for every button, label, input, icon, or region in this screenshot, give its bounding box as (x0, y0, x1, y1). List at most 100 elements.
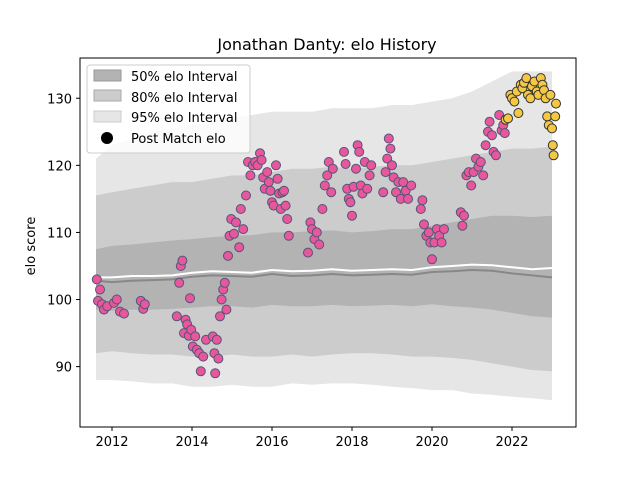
data-point (210, 368, 221, 379)
data-point (265, 185, 276, 196)
data-point (263, 177, 274, 188)
data-point (234, 242, 245, 253)
data-point (466, 180, 477, 191)
data-point-recent (547, 140, 558, 151)
data-point (241, 190, 251, 201)
data-point (282, 214, 293, 224)
data-point-recent (550, 111, 561, 122)
x-tick-label: 2014 (175, 435, 208, 450)
chart-title: Jonathan Danty: elo History (216, 35, 436, 54)
y-tick-label: 100 (47, 294, 72, 309)
data-point (198, 351, 209, 362)
legend-label-95: 95% elo Interval (131, 111, 238, 126)
x-tick-label: 2016 (255, 435, 288, 450)
data-point (245, 170, 256, 181)
x-tick-label: 2020 (415, 435, 448, 450)
data-point (91, 274, 102, 285)
legend-swatch-50 (93, 69, 122, 82)
data-point (231, 217, 241, 228)
data-point (271, 160, 281, 171)
data-point (378, 187, 389, 198)
legend-swatch-80 (93, 89, 122, 102)
y-tick-label: 130 (47, 92, 72, 107)
x-tick-label: 2022 (495, 435, 528, 450)
interval-bands (96, 71, 552, 401)
legend: 50% elo Interval 80% elo Interval 95% el… (86, 64, 251, 154)
legend-label-80: 80% elo Interval (131, 91, 238, 106)
data-point (339, 146, 349, 157)
data-point (380, 167, 391, 178)
data-point (391, 187, 401, 198)
data-point (219, 277, 230, 288)
data-point (327, 163, 338, 174)
data-point-recent (547, 123, 557, 134)
data-point-recent (509, 96, 520, 107)
y-tick-label: 110 (47, 226, 72, 241)
data-point (95, 284, 105, 295)
data-point (403, 193, 413, 204)
data-point (385, 143, 396, 154)
data-point (417, 195, 428, 206)
mean-line (96, 263, 553, 279)
data-point (382, 153, 393, 164)
data-point (177, 255, 188, 266)
data-point (427, 254, 437, 265)
data-point (419, 219, 429, 230)
data-point (436, 237, 447, 248)
y-tick-label: 90 (55, 361, 72, 376)
data-point (345, 197, 356, 208)
data-point (366, 160, 377, 171)
y-axis-label: elo score (24, 217, 39, 276)
data-point (262, 167, 273, 178)
y-tick-label: 120 (47, 159, 72, 174)
data-point (387, 160, 397, 171)
data-point (459, 210, 469, 221)
y-axis-ticks: 90 100 110 120 130 (47, 92, 80, 376)
data-point (213, 353, 224, 364)
data-point (303, 247, 313, 258)
legend-label-50: 50% elo Interval (131, 70, 238, 85)
data-point (174, 277, 185, 288)
data-point (354, 146, 365, 157)
data-point (256, 155, 267, 165)
data-point (139, 299, 150, 310)
data-point (195, 366, 206, 377)
data-point (491, 150, 501, 161)
legend-label-point: Post Match elo (131, 132, 226, 147)
x-tick-label: 2018 (335, 435, 368, 450)
legend-swatch-95 (93, 110, 122, 123)
data-point (326, 187, 337, 198)
data-point (406, 180, 417, 191)
median-line (95, 268, 553, 284)
data-point (235, 204, 246, 214)
data-point (238, 224, 249, 235)
data-point-recent (513, 108, 524, 118)
data-point (314, 239, 325, 250)
data-point (111, 294, 122, 305)
data-point (383, 133, 394, 144)
data-point (317, 204, 328, 214)
data-point (475, 157, 486, 167)
data-point (457, 220, 468, 231)
data-point (223, 250, 233, 261)
data-point (340, 159, 351, 169)
data-point (347, 210, 357, 221)
data-point-recent (545, 89, 556, 100)
data-point (480, 140, 491, 151)
data-point-recent (548, 150, 559, 161)
data-point (311, 227, 322, 238)
data-point (487, 130, 497, 141)
data-point (119, 308, 129, 319)
data-point (484, 116, 495, 127)
data-point (215, 311, 225, 322)
legend-box (86, 64, 251, 154)
plot-frame (79, 57, 577, 428)
data-point (190, 331, 201, 342)
data-point (229, 228, 239, 239)
legend-marker-point (101, 132, 113, 144)
data-point (283, 230, 294, 241)
data-point (272, 173, 283, 184)
data-point (319, 180, 330, 191)
data-point (211, 334, 222, 345)
data-point-recent (551, 98, 561, 109)
